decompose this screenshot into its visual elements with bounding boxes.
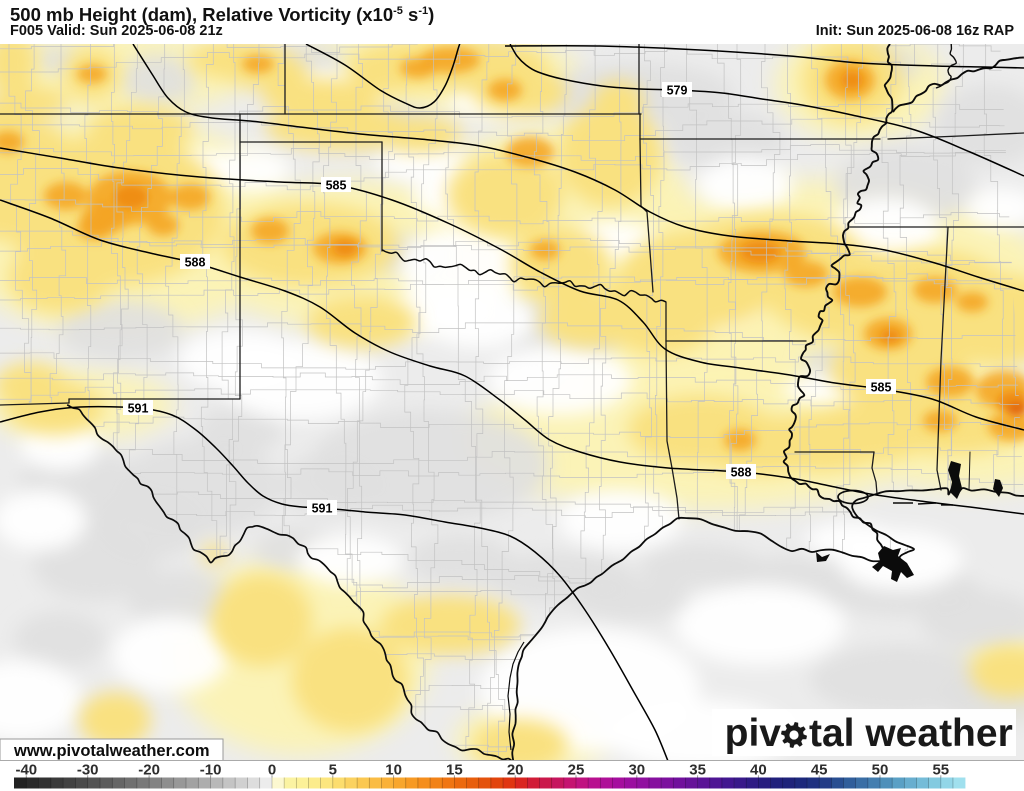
- svg-text:30: 30: [628, 762, 645, 779]
- svg-text:588: 588: [185, 256, 206, 270]
- svg-text:55: 55: [932, 762, 949, 779]
- svg-text:-10: -10: [200, 762, 222, 779]
- svg-text:588: 588: [731, 466, 752, 480]
- svg-text:10: 10: [385, 762, 402, 779]
- svg-text:-40: -40: [15, 762, 37, 779]
- svg-text:-20: -20: [138, 762, 160, 779]
- svg-text:585: 585: [871, 381, 892, 395]
- svg-text:50: 50: [872, 762, 889, 779]
- svg-text:tal weather: tal weather: [809, 712, 1013, 755]
- svg-text:5: 5: [329, 762, 337, 779]
- svg-text:-30: -30: [77, 762, 99, 779]
- svg-text:591: 591: [312, 502, 333, 516]
- svg-text:579: 579: [667, 84, 688, 98]
- svg-text:40: 40: [750, 762, 767, 779]
- svg-text:45: 45: [811, 762, 828, 779]
- svg-text:15: 15: [446, 762, 463, 779]
- svg-text:585: 585: [326, 179, 347, 193]
- svg-text:20: 20: [507, 762, 524, 779]
- svg-text:www.pivotalweather.com: www.pivotalweather.com: [13, 742, 210, 760]
- svg-text:piv: piv: [725, 712, 782, 755]
- svg-text:0: 0: [268, 762, 276, 779]
- svg-text:25: 25: [568, 762, 585, 779]
- svg-text:591: 591: [128, 402, 149, 416]
- svg-text:35: 35: [689, 762, 706, 779]
